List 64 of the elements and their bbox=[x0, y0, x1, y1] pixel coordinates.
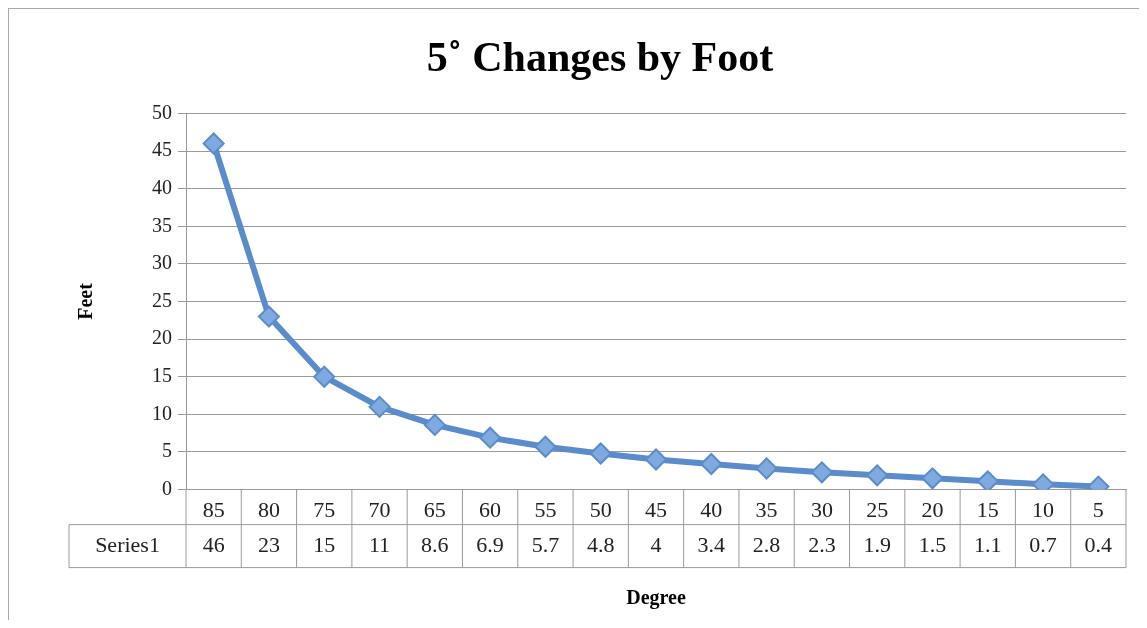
data-label: 5.7 bbox=[531, 531, 560, 557]
text: Series1 bbox=[95, 531, 160, 557]
point bbox=[257, 305, 280, 328]
y-tick-label: 25 bbox=[152, 288, 172, 311]
y-tick-label: 20 bbox=[152, 326, 172, 349]
data-label: 4 bbox=[650, 531, 662, 557]
point bbox=[866, 464, 889, 487]
point bbox=[423, 413, 446, 436]
point bbox=[810, 461, 833, 484]
point bbox=[700, 453, 723, 476]
point bbox=[534, 435, 557, 458]
chart-title: 5˚ Changes by Foot bbox=[426, 34, 774, 81]
y-tick-label: 45 bbox=[152, 138, 172, 161]
x-tick-label: 50 bbox=[589, 496, 612, 522]
data-label: 3.4 bbox=[697, 531, 726, 557]
data-label: 0.7 bbox=[1029, 531, 1057, 557]
data-label: 1.5 bbox=[918, 531, 947, 557]
point bbox=[313, 365, 336, 388]
point bbox=[202, 132, 225, 155]
x-tick-label: 70 bbox=[368, 496, 391, 522]
x-tick-label: 25 bbox=[866, 496, 889, 522]
data-label: 8.6 bbox=[421, 531, 449, 557]
x-tick-label: 35 bbox=[755, 496, 778, 522]
y-tick-label: 35 bbox=[152, 213, 172, 236]
x-tick-label: 65 bbox=[423, 496, 446, 522]
data-label: 2.3 bbox=[808, 531, 836, 557]
point bbox=[368, 395, 391, 418]
x-tick-label: 80 bbox=[257, 496, 280, 522]
x-tick-label: 75 bbox=[313, 496, 336, 522]
y-tick-label: 40 bbox=[152, 175, 172, 198]
data-label: 11 bbox=[368, 531, 391, 557]
x-tick-label: 55 bbox=[534, 496, 557, 522]
data-label: 2.8 bbox=[752, 531, 781, 557]
x-tick-label: 5 bbox=[1092, 496, 1104, 522]
data-label: 46 bbox=[202, 531, 225, 557]
x-tick-label: 15 bbox=[976, 496, 999, 522]
y-tick-label: 0 bbox=[162, 476, 172, 499]
data-label: 1.1 bbox=[974, 531, 1002, 557]
data-label: 6.9 bbox=[476, 531, 504, 557]
x-axis-title: Degree bbox=[626, 586, 686, 610]
x-tick-label: 10 bbox=[1032, 496, 1055, 522]
y-tick-label: 10 bbox=[152, 401, 172, 424]
y-tick-label: 30 bbox=[152, 251, 172, 274]
data-label: 1.9 bbox=[863, 531, 891, 557]
y-tick-label: 50 bbox=[152, 100, 172, 123]
x-tick-label: 20 bbox=[921, 496, 944, 522]
data-label: 4.8 bbox=[586, 531, 615, 557]
point bbox=[976, 470, 999, 490]
data-label: 0.4 bbox=[1084, 531, 1113, 557]
data-label: 23 bbox=[257, 531, 280, 557]
x-tick-label: 85 bbox=[202, 496, 225, 522]
x-tick-label: 40 bbox=[700, 496, 723, 522]
point bbox=[479, 426, 502, 449]
data-label: 15 bbox=[313, 531, 336, 557]
y-tick-label: 15 bbox=[152, 363, 172, 386]
x-tick-label: 45 bbox=[645, 496, 667, 522]
point bbox=[645, 448, 667, 471]
x-tick-label: 30 bbox=[810, 496, 833, 522]
y-tick-label: 5 bbox=[162, 439, 172, 462]
x-tick-label: 60 bbox=[479, 496, 502, 522]
point bbox=[921, 467, 944, 490]
y-axis-title: Feet bbox=[74, 282, 97, 320]
point bbox=[755, 457, 778, 480]
point bbox=[589, 442, 612, 465]
